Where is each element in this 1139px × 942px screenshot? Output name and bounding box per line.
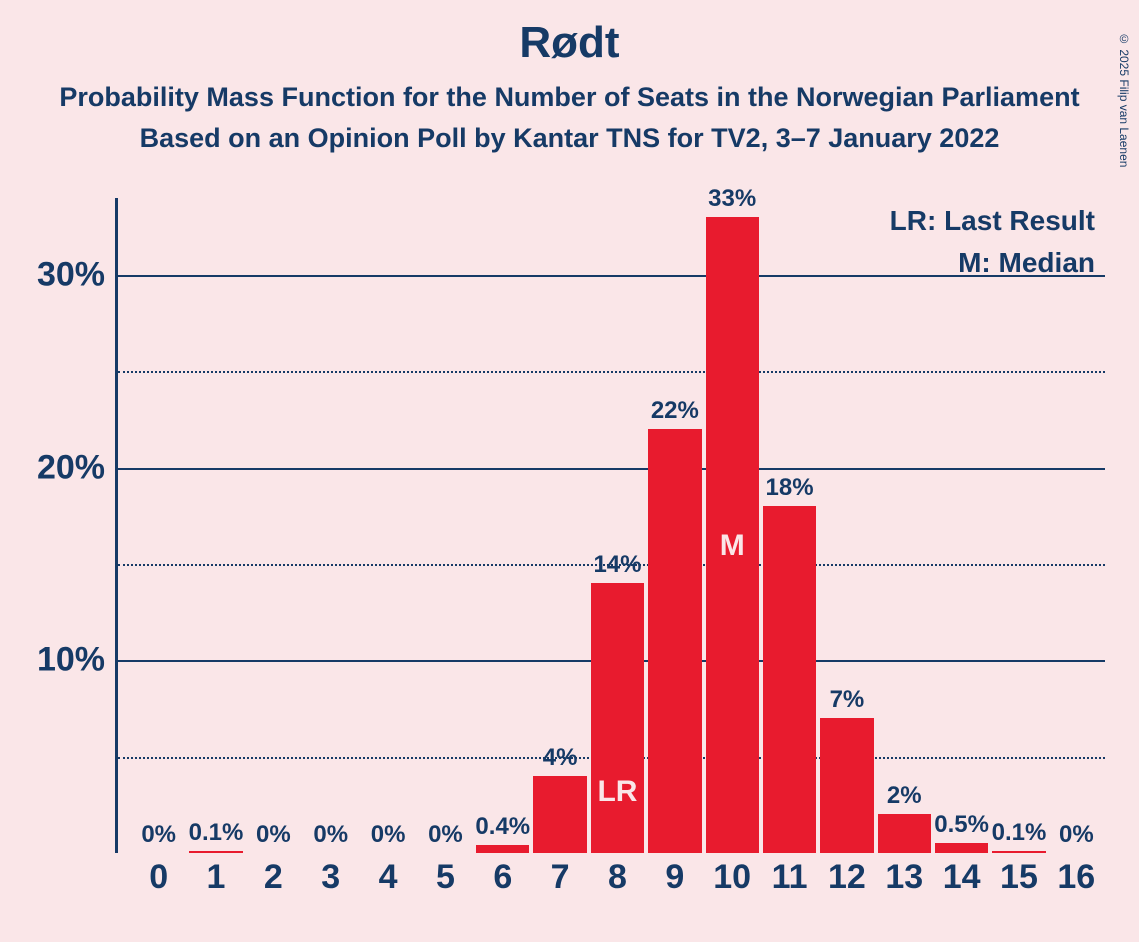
bar-value-label: 2% (887, 782, 922, 810)
bar-value-label: 4% (543, 744, 578, 772)
bar: 7% (818, 718, 875, 853)
x-tick-label: 4 (379, 858, 398, 897)
bar-value-label: 0% (141, 821, 176, 849)
bar-rect (935, 843, 988, 853)
bar: 14%LR (589, 583, 646, 853)
bar-slot: 0.5%14 (933, 198, 990, 853)
bar-value-label: 22% (651, 397, 699, 425)
bar-value-label: 0% (313, 821, 348, 849)
x-tick-label: 0 (149, 858, 168, 897)
x-tick-label: 1 (207, 858, 226, 897)
bar-slot: 33%M10 (704, 198, 761, 853)
y-axis (115, 198, 118, 853)
bar-value-label: 0% (1059, 821, 1094, 849)
x-tick-label: 5 (436, 858, 455, 897)
bar-value-label: 0.1% (992, 819, 1047, 847)
bar-value-label: 18% (766, 474, 814, 502)
x-tick-label: 6 (493, 858, 512, 897)
bar-slot: 18%11 (761, 198, 818, 853)
copyright-text: © 2025 Filip van Laenen (1117, 32, 1131, 167)
bar-value-label: 14% (593, 551, 641, 579)
bar: 0.1% (990, 851, 1047, 853)
bar-value-label: 0.1% (189, 819, 244, 847)
x-tick-label: 7 (551, 858, 570, 897)
x-tick-label: 10 (713, 858, 751, 897)
bar-slot: 0%3 (302, 198, 359, 853)
bar-slot: 0.4%6 (474, 198, 531, 853)
bar-value-label: 0% (428, 821, 463, 849)
last-result-marker: LR (597, 775, 637, 809)
bar-slot: 22%9 (646, 198, 703, 853)
x-tick-label: 2 (264, 858, 283, 897)
bar-value-label: 33% (708, 185, 756, 213)
median-marker: M (720, 529, 745, 563)
bar-slot: 0.1%1 (187, 198, 244, 853)
y-tick-label: 30% (15, 256, 105, 295)
bar-slot: 14%LR8 (589, 198, 646, 853)
x-tick-label: 12 (828, 858, 866, 897)
x-tick-label: 13 (885, 858, 923, 897)
bar-slot: 0%0 (130, 198, 187, 853)
bar-value-label: 7% (830, 686, 865, 714)
subtitle-2: Based on an Opinion Poll by Kantar TNS f… (0, 123, 1139, 154)
bars-container: 0%00.1%10%20%30%40%50.4%64%714%LR822%933… (130, 198, 1105, 853)
x-tick-label: 9 (665, 858, 684, 897)
bar-rect (476, 845, 529, 853)
page-title: Rødt (0, 18, 1139, 68)
subtitle-1: Probability Mass Function for the Number… (0, 82, 1139, 113)
bar-slot: 0%2 (245, 198, 302, 853)
bar-slot: 2%13 (876, 198, 933, 853)
bar-rect (648, 429, 701, 853)
bar-rect (189, 851, 242, 853)
bar: 0.5% (933, 843, 990, 853)
x-tick-label: 8 (608, 858, 627, 897)
bar-rect (992, 851, 1045, 853)
bar-slot: 7%12 (818, 198, 875, 853)
bar-slot: 0%5 (417, 198, 474, 853)
bar-rect (533, 776, 586, 853)
bar-rect (763, 506, 816, 853)
bar-rect (878, 814, 931, 853)
bar: 4% (531, 776, 588, 853)
bar: 22% (646, 429, 703, 853)
bar-rect (820, 718, 873, 853)
x-tick-label: 16 (1057, 858, 1095, 897)
x-tick-label: 11 (772, 858, 808, 897)
bar: 33%M (704, 217, 761, 853)
bar-value-label: 0% (371, 821, 406, 849)
x-tick-label: 14 (943, 858, 981, 897)
x-tick-label: 15 (1000, 858, 1038, 897)
x-tick-label: 3 (321, 858, 340, 897)
bar-slot: 0.1%15 (990, 198, 1047, 853)
bar: 2% (876, 814, 933, 853)
bar: 0.4% (474, 845, 531, 853)
bar-slot: 0%16 (1048, 198, 1105, 853)
bar-slot: 0%4 (359, 198, 416, 853)
y-tick-label: 10% (15, 641, 105, 680)
y-tick-label: 20% (15, 448, 105, 487)
bar-value-label: 0.4% (475, 813, 530, 841)
bar-value-label: 0% (256, 821, 291, 849)
bar: 0.1% (187, 851, 244, 853)
bar-slot: 4%7 (531, 198, 588, 853)
pmf-bar-chart: LR: Last Result M: Median 10%20%30% 0%00… (115, 198, 1105, 853)
bar: 18% (761, 506, 818, 853)
bar-value-label: 0.5% (934, 811, 989, 839)
bar-rect (591, 583, 644, 853)
